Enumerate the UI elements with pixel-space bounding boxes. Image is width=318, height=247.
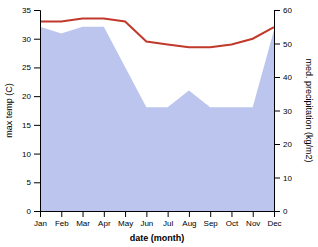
y2-axis: 0 10 20 30 40 50 60: [274, 6, 292, 216]
tick-mark: [34, 67, 40, 68]
tick-mark: [231, 211, 232, 217]
tick-mark: [274, 77, 280, 78]
tick: Sep: [204, 211, 219, 228]
tick-label: Oct: [226, 219, 239, 228]
tick: 20: [274, 140, 292, 149]
tick-label: 30: [283, 107, 292, 116]
axis-line: [34, 11, 41, 212]
tick: Mar: [76, 211, 90, 228]
tick-label: May: [118, 219, 133, 228]
tick-mark: [34, 96, 40, 97]
area: [40, 27, 274, 211]
tick-mark: [168, 211, 169, 217]
x-axis-title: date (month): [130, 233, 185, 243]
tick-label: 40: [283, 73, 292, 82]
tick: Aug: [182, 211, 196, 228]
tick-mark: [274, 178, 280, 179]
tick-label: 5: [27, 178, 32, 187]
tick-label: 35: [22, 6, 31, 15]
tick-label: 15: [22, 121, 31, 130]
axis-line: [275, 11, 281, 212]
tick: Jul: [163, 211, 173, 228]
tick-label: 10: [22, 150, 31, 159]
x-axis: Jan Feb Mar Apr May Jun Jul Aug Sep Oct Nov Dec: [34, 211, 282, 228]
tick-label: 50: [283, 40, 292, 49]
tick: 35: [22, 6, 40, 15]
tick-mark: [274, 111, 280, 112]
tick-label: Jan: [34, 219, 47, 228]
tick: 10: [274, 174, 292, 183]
tick: 30: [274, 107, 292, 116]
tick-mark: [83, 211, 84, 217]
tick-label: Jul: [163, 219, 173, 228]
tick: May: [118, 211, 133, 228]
tick-mark: [274, 10, 280, 11]
tick-label: 0: [27, 207, 32, 216]
tick: Jan: [34, 211, 47, 228]
tick-mark: [125, 211, 126, 217]
tick: Nov: [246, 211, 260, 228]
tick: Oct: [226, 211, 239, 228]
tick: 40: [274, 73, 292, 82]
tick-mark: [253, 211, 254, 217]
tick-label: 30: [22, 35, 31, 44]
tick: 0: [274, 207, 288, 216]
chart: JanFebMarAprMayJunJulAugSepOctNovDec0510…: [0, 0, 318, 247]
tick-mark: [274, 144, 280, 145]
tick-mark: [61, 211, 62, 217]
tick-label: Nov: [246, 219, 260, 228]
tick-mark: [34, 10, 40, 11]
tick: 15: [22, 121, 40, 130]
tick-label: Mar: [76, 219, 90, 228]
tick-mark: [34, 125, 40, 126]
tick-mark: [34, 182, 40, 183]
axis-line: [41, 212, 275, 218]
y-axis: 0 5 10 15 20 25 30 35: [22, 6, 40, 216]
tick: 60: [274, 6, 292, 15]
tick-label: 25: [22, 63, 31, 72]
tick: 50: [274, 40, 292, 49]
tick-mark: [210, 211, 211, 217]
tick: Jun: [140, 211, 153, 228]
tick-label: Sep: [204, 219, 219, 228]
tick-label: 10: [283, 174, 292, 183]
tick-mark: [189, 211, 190, 217]
tick: 20: [22, 92, 40, 101]
line: [40, 19, 274, 48]
y-axis-title: max temp (C): [4, 83, 14, 138]
plot: JanFebMarAprMayJunJulAugSepOctNovDec0510…: [4, 6, 314, 243]
marks: [40, 19, 274, 211]
tick-mark: [274, 211, 280, 212]
tick-label: 20: [283, 140, 292, 149]
y2-axis-title: med. precipitation (kg/m2): [304, 58, 314, 162]
tick-mark: [34, 211, 40, 212]
tick: 10: [22, 150, 40, 159]
tick-label: Feb: [55, 219, 69, 228]
tick: 5: [27, 178, 40, 187]
tick-label: 60: [283, 6, 292, 15]
tick-mark: [274, 44, 280, 45]
tick-mark: [34, 154, 40, 155]
tick-label: Dec: [267, 219, 281, 228]
tick-label: Jun: [140, 219, 153, 228]
tick-label: 0: [283, 207, 288, 216]
tick-mark: [146, 211, 147, 217]
tick-label: 20: [22, 92, 31, 101]
tick: 30: [22, 35, 40, 44]
tick: 25: [22, 63, 40, 72]
tick-label: Apr: [98, 219, 111, 228]
tick: 0: [27, 207, 40, 216]
tick: Apr: [98, 211, 111, 228]
tick-label: Aug: [182, 219, 196, 228]
tick: Dec: [267, 211, 281, 228]
tick: Feb: [55, 211, 69, 228]
tick-mark: [104, 211, 105, 217]
tick-mark: [34, 39, 40, 40]
